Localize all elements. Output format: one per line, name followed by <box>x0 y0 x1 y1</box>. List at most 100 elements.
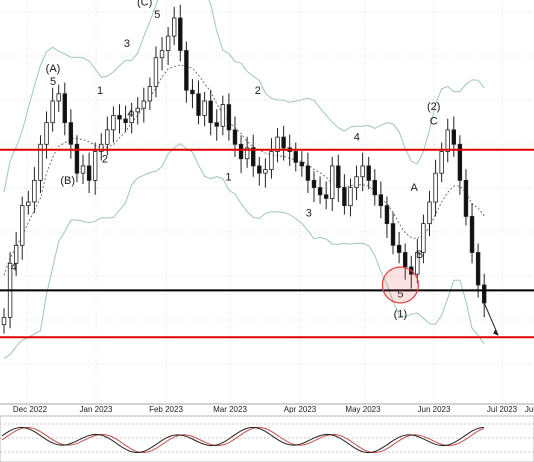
oscillator-signal-line <box>1 426 485 454</box>
candle-body <box>56 93 61 102</box>
candle-body <box>421 223 426 253</box>
candle-body <box>99 143 104 152</box>
candle-body <box>50 100 55 124</box>
candle-body <box>457 143 463 181</box>
x-tick-label: Dec 2022 <box>13 405 48 414</box>
candle-body <box>74 143 80 174</box>
candle-body <box>1 317 7 326</box>
wave-label: (2) <box>427 101 440 113</box>
wave-label: 2 <box>255 85 261 97</box>
plot-area <box>0 0 534 404</box>
candle-body <box>159 50 165 59</box>
candle-body <box>263 169 268 174</box>
upper-band <box>3 0 485 193</box>
x-axis: Dec 2022 Jan 2023 Feb 2023 Mar 2023 Apr 2023… <box>0 403 534 414</box>
candle-body <box>178 17 183 51</box>
wave-label: 5 <box>397 289 403 301</box>
candle-body <box>469 216 475 253</box>
candle-body <box>153 57 159 87</box>
candle-body <box>390 223 396 246</box>
wave-label: (B) <box>60 175 75 187</box>
candle-body <box>214 122 219 127</box>
oscillator-panel <box>0 415 534 462</box>
candle-body <box>117 115 122 120</box>
candle-body <box>62 93 67 124</box>
candle-body <box>257 165 262 174</box>
wave-label: 3 <box>306 207 312 219</box>
candle-body <box>165 35 171 51</box>
x-tick-label: Jun 2023 <box>418 405 451 414</box>
candle-body <box>123 118 128 124</box>
candle-body <box>232 129 238 145</box>
candle-body <box>463 179 469 217</box>
candle-body <box>111 115 116 131</box>
wave-label: C <box>430 115 438 127</box>
candle-body <box>311 179 317 188</box>
candle-body <box>305 165 311 181</box>
x-tick-label: May 2023 <box>345 405 381 414</box>
candle-body <box>68 122 74 145</box>
wave-label: A <box>410 182 418 194</box>
candle-body <box>415 252 420 275</box>
candle-body <box>481 284 487 304</box>
x-tick-label: Jul <box>525 405 534 414</box>
wave-label: 3 <box>124 38 130 50</box>
candle-body <box>184 50 189 91</box>
candle-body <box>366 165 371 181</box>
candle-body <box>342 187 347 207</box>
candle-body <box>129 111 134 124</box>
candle-body <box>427 201 432 225</box>
wave-label: 5 <box>50 76 56 88</box>
candle-body <box>20 205 25 246</box>
candle-body <box>44 122 49 145</box>
candle-body <box>299 161 305 167</box>
wave-label: 4 <box>127 108 133 120</box>
candle-body <box>336 165 341 188</box>
candle-body <box>269 151 274 170</box>
candle-body <box>208 100 213 124</box>
candle-body <box>378 194 384 207</box>
wave-label: (C) <box>137 0 152 8</box>
wave-label: (1) <box>394 308 407 320</box>
x-tick-label: Mar 2023 <box>213 405 247 414</box>
wave-label: 2 <box>102 153 108 165</box>
candle-body <box>433 172 438 203</box>
candle-body <box>171 17 177 37</box>
candle-body <box>360 165 365 178</box>
projection-arrow-line <box>483 302 499 336</box>
projection-arrow-head <box>493 329 499 336</box>
candle-body <box>105 129 110 145</box>
candle-body <box>141 100 147 109</box>
candle-body <box>80 165 86 174</box>
candle-body <box>38 143 43 181</box>
candle-body <box>451 129 457 145</box>
candle-body <box>190 89 195 95</box>
candle-body <box>147 86 153 102</box>
candle-body <box>396 244 402 253</box>
bollinger-bands <box>3 0 485 360</box>
candle-body <box>372 179 377 196</box>
highlight-circle <box>381 266 420 304</box>
candle-body <box>402 252 408 268</box>
candle-body <box>13 244 19 264</box>
candle-body <box>384 205 390 225</box>
candle-body <box>26 201 31 207</box>
candle-body <box>202 100 207 116</box>
candle-body <box>323 194 329 199</box>
wave-label: 5 <box>154 9 160 21</box>
candle-body <box>86 165 92 181</box>
horizontal-levels <box>0 148 534 339</box>
candle-body <box>32 179 37 203</box>
candle-body <box>317 187 323 196</box>
candle-body <box>251 147 256 167</box>
candle-body <box>135 107 140 113</box>
wave-label: 4 <box>11 262 17 274</box>
oscillator-main-line <box>1 426 484 454</box>
candle-body <box>348 187 353 207</box>
candle-body <box>354 176 359 188</box>
candle-body <box>475 252 481 286</box>
x-tick-label: Jul 2023 <box>487 405 518 414</box>
candle-body <box>445 129 450 152</box>
wave-label: (A) <box>46 63 61 75</box>
